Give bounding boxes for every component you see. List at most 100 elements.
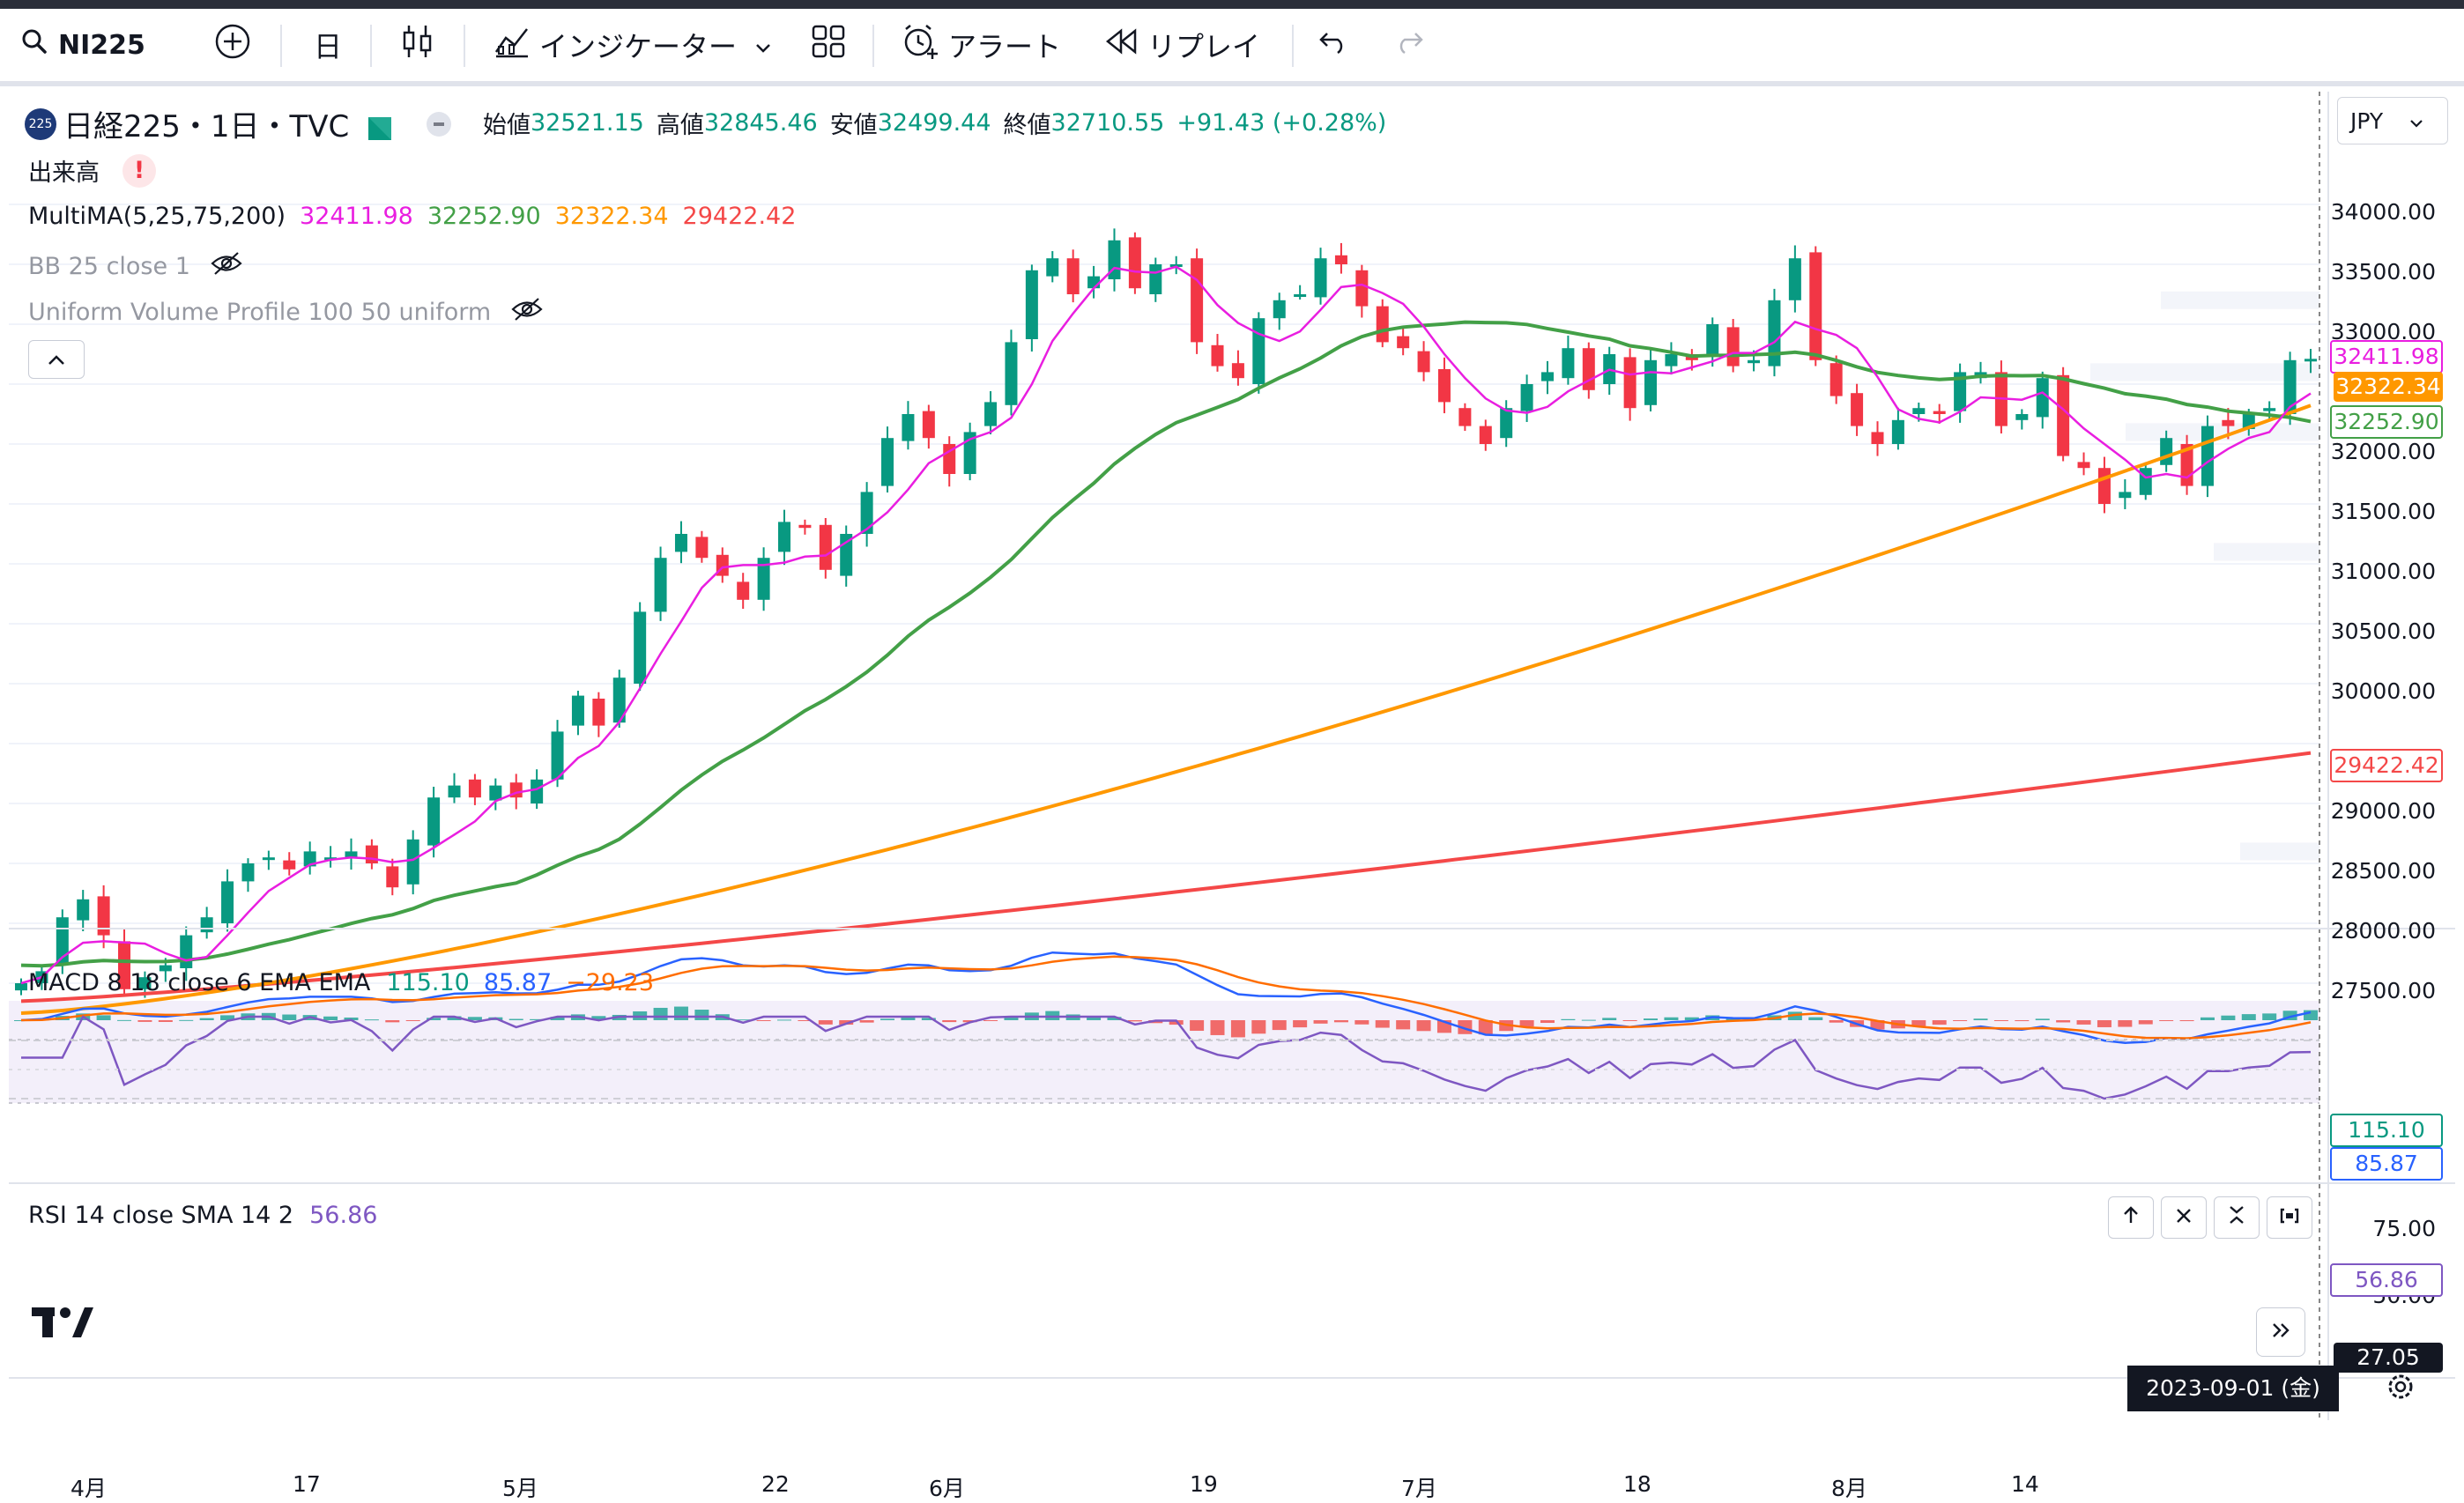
close-pane-button[interactable] — [2161, 1196, 2207, 1239]
time-axis-label: 18 — [1623, 1471, 1651, 1497]
macd-histogram-bar — [405, 1020, 420, 1021]
multima-label: MultiMA(5,25,75,200) — [28, 203, 286, 230]
tradingview-logo[interactable] — [32, 1304, 93, 1343]
eye-hidden-icon[interactable] — [510, 296, 544, 329]
candle-body — [386, 866, 399, 888]
macd-histogram-bar — [2015, 1020, 2030, 1022]
moving-average-lines — [20, 265, 2312, 1015]
macd-histogram-bar — [1230, 1020, 1245, 1038]
ma75-line — [20, 404, 2312, 1015]
macd-histogram-bar — [467, 1017, 482, 1020]
alert-button[interactable]: アラート — [901, 9, 1061, 81]
chart-canvas[interactable] — [9, 92, 2455, 1420]
ma200-price-tag: 29422.42 — [2330, 749, 2443, 782]
macd-histogram-bar — [736, 1019, 751, 1021]
chart-type-button[interactable] — [400, 9, 435, 81]
top-toolbar: NI225 日 インジケーター アラート — [0, 9, 2464, 86]
symbol-title[interactable]: 日経225・1日・TVC — [63, 109, 350, 144]
maximize-pane-button[interactable] — [2267, 1196, 2312, 1239]
indicators-button[interactable]: インジケーター — [494, 9, 772, 81]
candle-body — [1541, 372, 1554, 381]
macd-histogram-bar — [1581, 1019, 1596, 1021]
arrow-up-icon — [2122, 1204, 2140, 1231]
compare-add-button[interactable] — [213, 9, 252, 81]
candle-body — [406, 839, 419, 885]
macd-legend-row[interactable]: MACD 8 18 close 6 EMA EMA 115.10 85.87 −… — [28, 969, 654, 996]
macd-histogram-bar — [2200, 1017, 2215, 1020]
rsi-axis-label: 75.00 — [2372, 1216, 2436, 1241]
symbol-search-button[interactable]: NI225 — [21, 9, 145, 81]
macd-histogram-bar — [1808, 1017, 1823, 1020]
move-pane-up-button[interactable] — [2108, 1196, 2154, 1239]
close-label: 終値 — [1003, 112, 1051, 139]
price-axis-label: 31500.00 — [2330, 499, 2436, 524]
bb-label: BB 25 close 1 — [28, 253, 190, 280]
candle-body — [1479, 426, 1492, 444]
candle-body — [1334, 255, 1347, 264]
uvp-legend[interactable]: Uniform Volume Profile 100 50 uniform — [28, 296, 544, 329]
candle-body — [159, 965, 172, 972]
warning-icon[interactable]: ! — [122, 153, 156, 188]
candle-body — [1788, 258, 1801, 300]
collapse-legend-button[interactable] — [28, 340, 85, 379]
volume-legend[interactable]: 出来高 ! — [28, 153, 156, 188]
macd-histogram-bar — [550, 1017, 565, 1020]
interval-button[interactable]: 日 — [314, 9, 342, 81]
ma200-value: 29422.42 — [682, 203, 797, 230]
macd-histogram-bar — [1829, 1020, 1844, 1023]
bb-legend[interactable]: BB 25 close 1 — [28, 250, 243, 283]
macd-line-value: 85.87 — [483, 969, 553, 996]
price-axis-label: 30000.00 — [2330, 678, 2436, 704]
candle-body — [2304, 359, 2317, 362]
macd-histogram-bar — [1973, 1018, 1988, 1020]
high-value: 32845.46 — [703, 109, 818, 137]
hide-legend-icon[interactable] — [427, 111, 452, 137]
time-axis-label: 17 — [293, 1471, 321, 1497]
toolbar-divider — [464, 25, 465, 67]
macd-histogram-bar — [2138, 1020, 2153, 1025]
candle-body — [984, 402, 998, 426]
candle-body — [2015, 414, 2029, 420]
redo-button[interactable] — [1392, 9, 1424, 81]
candle-body — [1397, 336, 1410, 349]
macd-histogram-bar — [2241, 1014, 2256, 1020]
chart-settings-button[interactable] — [2385, 1371, 2416, 1406]
time-axis-label: 4月 — [71, 1476, 107, 1501]
macd-histogram-bar — [158, 1020, 173, 1022]
toolbar-divider — [872, 25, 874, 67]
replay-button[interactable]: リプレイ — [1105, 9, 1260, 81]
eye-hidden-icon[interactable] — [210, 250, 243, 283]
collapse-pane-button[interactable] — [2214, 1196, 2260, 1239]
candle-body — [1025, 270, 1038, 339]
multima-legend[interactable]: MultiMA(5,25,75,200) 32411.98 32252.90 3… — [28, 203, 796, 230]
candle-body — [1149, 264, 1162, 294]
macd-histogram-bar — [2221, 1015, 2236, 1020]
macd-histogram-bar — [942, 1020, 957, 1023]
toolbar-divider — [280, 25, 282, 67]
macd-signal-value: −29.23 — [566, 969, 655, 996]
candle-body — [2036, 378, 2049, 418]
undo-button[interactable] — [1318, 9, 1350, 81]
price-axis-label: 28000.00 — [2330, 918, 2436, 944]
candle-body — [1314, 258, 1327, 298]
candle-body — [1520, 384, 1533, 411]
candle-body — [1644, 359, 1658, 405]
crosshair-date-label: 2023-09-01 (金) — [2127, 1366, 2339, 1411]
redo-icon — [1392, 28, 1424, 62]
candle-body — [1623, 357, 1636, 409]
rsi-legend[interactable]: RSI 14 close SMA 14 2 56.86 — [28, 1202, 377, 1229]
candle-body — [1294, 294, 1307, 297]
macd-histogram-bar — [1375, 1020, 1390, 1028]
currency-select[interactable]: JPY — [2337, 97, 2448, 144]
price-axis-label: 30500.00 — [2330, 618, 2436, 644]
chart-area[interactable]: 225 日経225・1日・TVC 始値 32521.15 高値 32845.46… — [9, 92, 2455, 1501]
candle-body — [345, 851, 358, 858]
time-axis-label: 7月 — [1401, 1476, 1437, 1501]
scroll-to-latest-button[interactable] — [2256, 1307, 2305, 1357]
toolbar-divider — [370, 25, 372, 67]
macd-histogram-bar — [2056, 1020, 2071, 1023]
macd-histogram-bar — [1190, 1020, 1205, 1032]
time-axis-label: 8月 — [1831, 1476, 1867, 1501]
candle-body — [1417, 351, 1430, 373]
layout-button[interactable] — [811, 9, 846, 81]
